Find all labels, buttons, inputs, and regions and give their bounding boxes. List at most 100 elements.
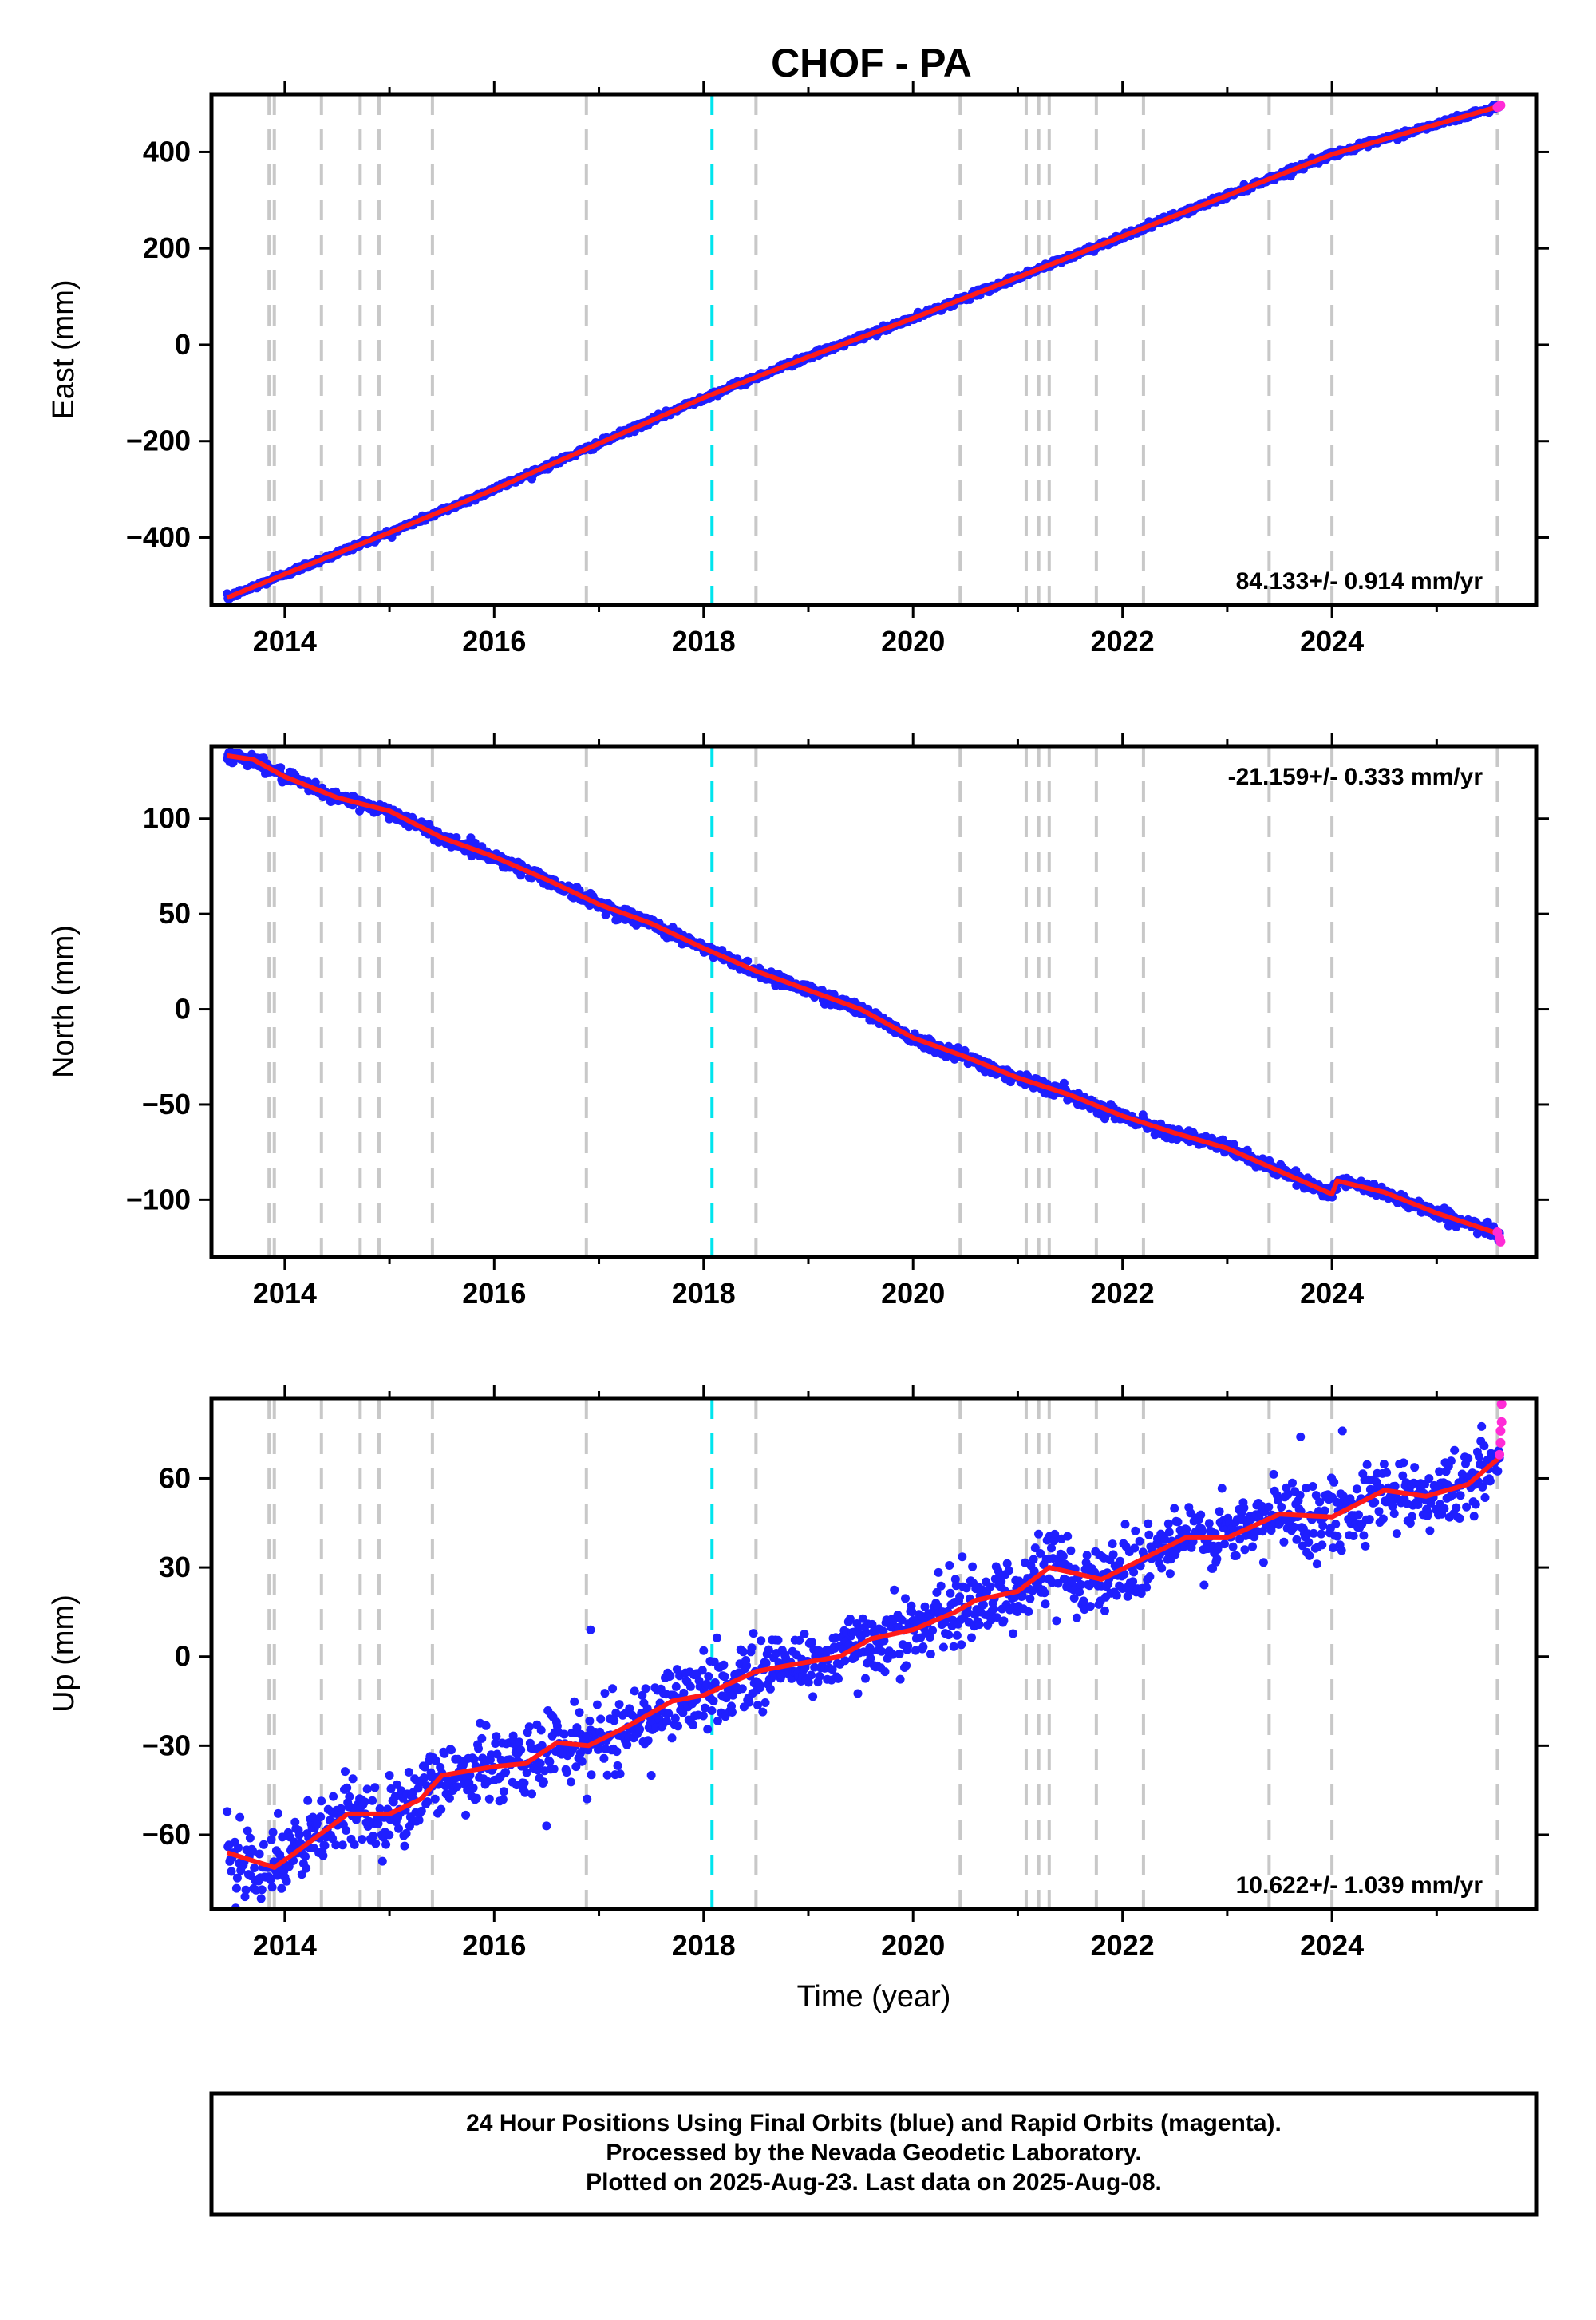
data-point [1279, 1537, 1289, 1547]
data-point [880, 1667, 890, 1677]
data-point [596, 1714, 606, 1724]
data-point [614, 1700, 624, 1709]
data-point [583, 1794, 592, 1804]
data-point [890, 1585, 899, 1595]
data-point [1389, 1509, 1399, 1518]
data-point [986, 1582, 995, 1591]
data-point [641, 1684, 650, 1694]
data-point [997, 1576, 1006, 1586]
data-point [385, 1830, 394, 1840]
data-point [577, 1757, 587, 1766]
data-point [1130, 1543, 1140, 1553]
data-point [1362, 1460, 1372, 1469]
data-point [536, 1725, 546, 1735]
model-line [227, 753, 1501, 1237]
data-point [259, 1840, 268, 1849]
data-point [481, 1721, 491, 1730]
data-point [949, 1642, 958, 1651]
data-point [447, 1745, 456, 1755]
data-point [1479, 1441, 1489, 1451]
data-point [974, 1620, 984, 1630]
data-point [318, 1851, 328, 1860]
data-point [1004, 1566, 1013, 1575]
data-point [1464, 1453, 1473, 1463]
data-point [666, 1671, 675, 1681]
data-point [936, 1581, 946, 1591]
data-point [1452, 1503, 1461, 1512]
data-point [703, 1725, 713, 1734]
data-point [345, 1792, 354, 1801]
data-point [1066, 1546, 1076, 1555]
data-point [1471, 1500, 1480, 1509]
data-point [1315, 1497, 1325, 1507]
x-tick-label: 2014 [253, 625, 317, 658]
data-point [764, 1645, 773, 1654]
data-point [968, 1562, 978, 1571]
data-point [1100, 1606, 1109, 1615]
data-point [235, 1812, 245, 1822]
data-point [901, 1594, 910, 1603]
data-point [840, 1656, 850, 1666]
data-point [738, 1647, 748, 1657]
data-point [240, 1892, 250, 1902]
data-point [1398, 1471, 1408, 1480]
data-point [477, 1733, 487, 1743]
data-point [962, 1583, 971, 1593]
data-point [612, 1747, 622, 1757]
data-point [1212, 1554, 1222, 1563]
data-point [745, 1698, 754, 1707]
x-tick-label: 2018 [672, 625, 736, 658]
data-point [1186, 1508, 1195, 1518]
data-point [1165, 1569, 1175, 1579]
data-point [592, 1700, 602, 1709]
data-point [720, 1672, 729, 1682]
data-point [1198, 1527, 1207, 1536]
data-point [371, 1839, 381, 1848]
data-point [1041, 1599, 1050, 1609]
data-point [613, 1761, 622, 1770]
data-point [697, 1666, 707, 1675]
data-point [946, 1588, 955, 1598]
data-point [955, 1592, 965, 1602]
data-point [599, 1753, 609, 1763]
data-point [1378, 1514, 1388, 1524]
data-point [679, 1688, 689, 1698]
data-point [1182, 1524, 1191, 1534]
data-point [515, 1737, 524, 1747]
data-point [452, 1782, 462, 1792]
data-point [1477, 1421, 1487, 1431]
rapid-point [1495, 1449, 1505, 1460]
data-point [290, 1817, 300, 1827]
x-tick-label: 2022 [1091, 1929, 1155, 1962]
data-point [329, 1792, 338, 1801]
data-point [524, 1722, 534, 1732]
data-point [867, 1619, 877, 1629]
data-point [501, 1768, 511, 1777]
data-point [749, 1629, 758, 1638]
data-point [1217, 1484, 1227, 1493]
data-point [539, 1777, 548, 1787]
data-point [1069, 1594, 1079, 1603]
data-point [1079, 1596, 1088, 1606]
y-tick-label: 30 [159, 1551, 191, 1583]
data-point [360, 1797, 369, 1807]
data-point [877, 1646, 887, 1656]
panel-east: 2014 2016 2018 2020 2022 20244002000−200−400E… [47, 81, 1549, 658]
data-point [1040, 1588, 1049, 1598]
y-tick-label: 50 [159, 897, 191, 930]
data-point [469, 1755, 479, 1764]
data-point [760, 1698, 770, 1707]
data-point [1269, 1469, 1278, 1479]
data-point [753, 1701, 762, 1710]
data-point [1129, 1567, 1139, 1577]
data-point [1108, 1550, 1118, 1559]
data-point [685, 1682, 695, 1691]
model-line [226, 104, 1500, 600]
data-point [227, 1867, 236, 1876]
data-point [1258, 1558, 1268, 1567]
data-point [1204, 1519, 1214, 1528]
data-point [928, 1626, 938, 1635]
data-point [1424, 1508, 1433, 1518]
data-point [897, 1615, 907, 1625]
data-point [756, 1683, 765, 1693]
